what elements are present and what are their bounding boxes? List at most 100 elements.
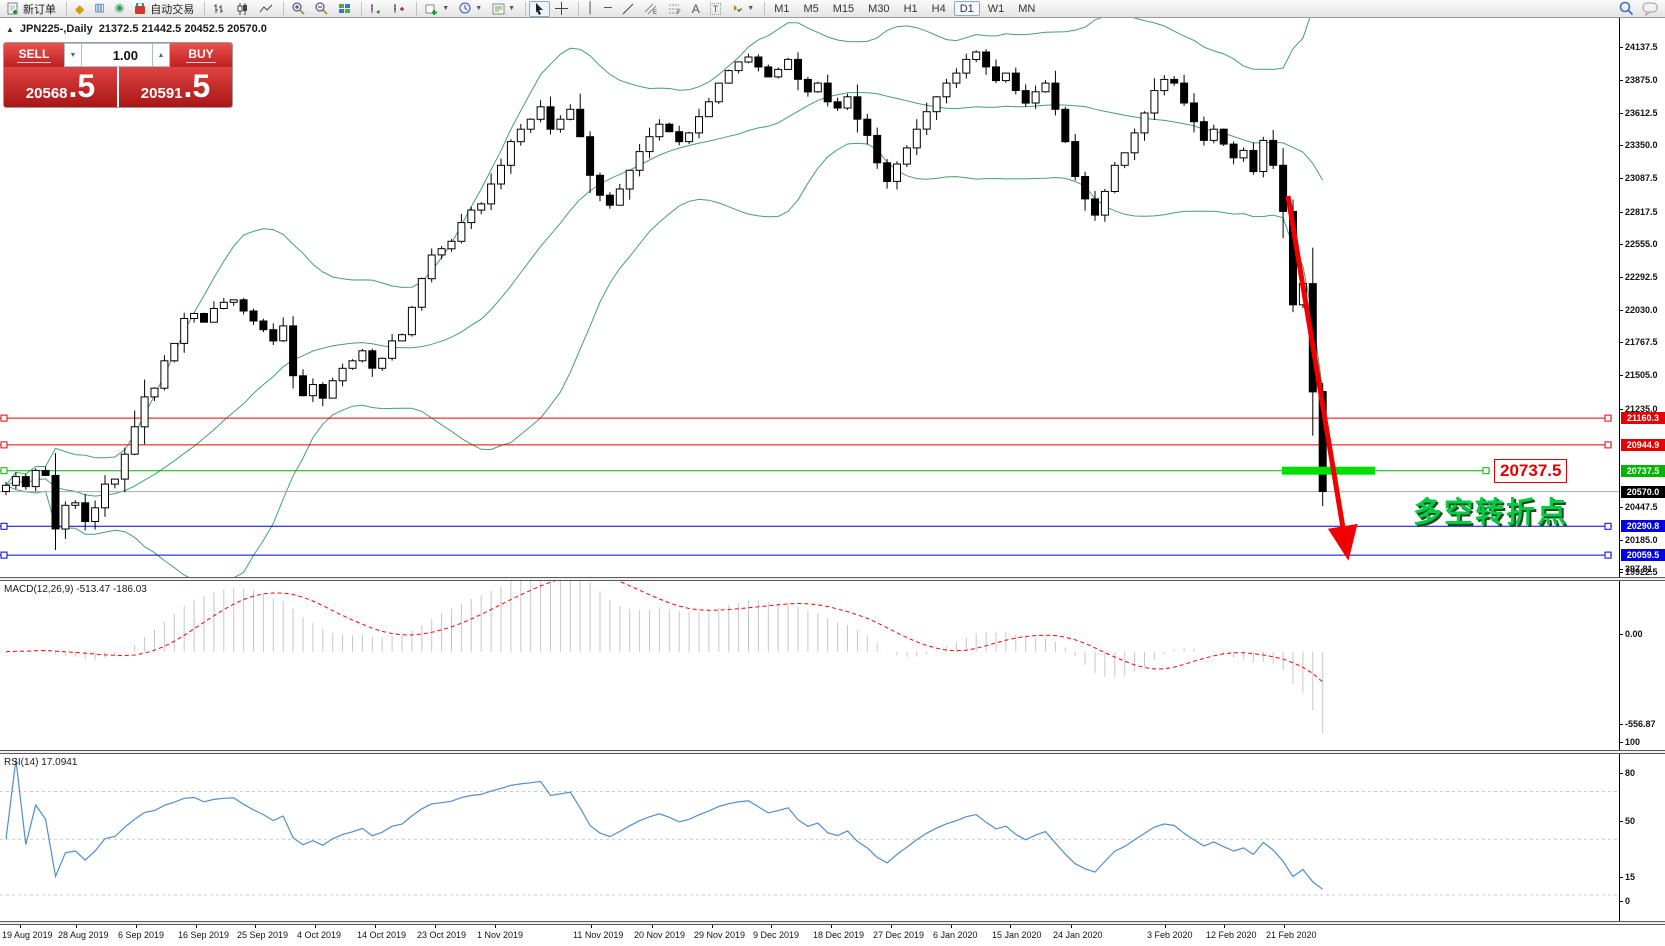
price-axis[interactable]: 24137.5 23875.0 23612.5 23350.0 23087.5 22817… (1619, 18, 1665, 925)
line-handle[interactable] (1604, 441, 1612, 449)
arrange-charts-button[interactable] (365, 1, 388, 17)
line-handle[interactable] (0, 467, 8, 475)
templates-icon (492, 3, 505, 14)
price-tag-20737.5: 20737.5 (1621, 464, 1665, 477)
line-handle[interactable] (1604, 522, 1612, 530)
line-handle[interactable] (0, 522, 8, 530)
line-handle[interactable] (0, 414, 8, 422)
timeframe-d1[interactable]: D1 (953, 1, 980, 16)
macd-header: MACD(12,26,9) -513.47 -186.03 (4, 584, 147, 595)
chart-candles-button[interactable] (231, 1, 254, 17)
crosshair-button[interactable] (550, 1, 573, 17)
time-tick (196, 925, 197, 928)
time-label: 14 Oct 2019 (357, 930, 407, 940)
turning-point-annotation[interactable]: 多空转折点 (1413, 497, 1569, 529)
rsi-pane[interactable] (0, 754, 1619, 921)
market-watch-button[interactable]: ◆ (70, 1, 89, 17)
trendline-icon (622, 3, 634, 14)
chart-line-button[interactable] (254, 1, 278, 17)
vertical-line-button[interactable]: │ (582, 1, 599, 17)
price-annotation-box[interactable]: 20737.5 (1494, 459, 1568, 483)
macd-pane[interactable] (0, 581, 1619, 750)
time-label: 27 Dec 2019 (873, 930, 925, 940)
channel-button[interactable]: E (639, 1, 663, 17)
zoom-in-button[interactable] (287, 1, 310, 17)
volume-down-button[interactable]: ▼ (64, 43, 82, 67)
navigator-button[interactable]: ◉ (110, 1, 130, 17)
line-handle[interactable] (1604, 551, 1612, 559)
crosshair-icon (555, 2, 569, 15)
time-axis[interactable]: 19 Aug 2019 28 Aug 2019 6 Sep 2019 16 Sep 2… (0, 925, 1665, 946)
timeframe-mn[interactable]: MN (1018, 3, 1036, 15)
line-handle[interactable] (0, 551, 8, 559)
horizontal-line-button[interactable]: ─ (599, 1, 617, 17)
search-icon[interactable] (1619, 1, 1634, 16)
arrange-charts-icon (371, 3, 381, 14)
chart-bars-button[interactable] (208, 1, 231, 17)
navigator-icon: ◉ (114, 2, 125, 14)
timeframe-h4[interactable]: H4 (931, 3, 946, 15)
time-tick (315, 925, 316, 928)
chart-area[interactable]: ▲ JPN225-,Daily 21372.5 21442.5 20452.5 … (0, 18, 1665, 946)
time-tick (831, 925, 832, 928)
timeframe-m30[interactable]: M30 (868, 3, 890, 15)
text-label-button[interactable]: T (705, 1, 727, 17)
pane-splitter (0, 921, 1665, 925)
pane-splitter[interactable] (0, 750, 1665, 754)
trend-arrow[interactable] (1285, 195, 1358, 561)
rsi-header: RSI(14) 17.0941 (4, 757, 78, 768)
collapse-one-click-icon[interactable]: ▲ (6, 24, 14, 34)
volume-up-button[interactable]: ▲ (152, 43, 170, 67)
indicators-button[interactable]: ▼ (420, 1, 454, 17)
periods-button[interactable]: ▼ (454, 1, 487, 17)
tile-windows-button[interactable] (333, 1, 356, 17)
trendline-button[interactable] (617, 1, 639, 17)
time-label: 12 Feb 2020 (1206, 930, 1257, 940)
templates-button[interactable]: ▼ (487, 1, 520, 17)
arrows-button[interactable]: ▼ (726, 1, 759, 17)
price-tick-22555.0: 22555.0 (1620, 239, 1658, 250)
time-label: 23 Oct 2019 (417, 930, 467, 940)
volume-input[interactable]: 1.00 (82, 43, 152, 67)
autotrading-button[interactable]: 自动交易 (129, 1, 199, 17)
sell-button[interactable]: SELL (4, 43, 64, 67)
horizontal-line-objects[interactable] (0, 414, 1619, 559)
line-handle[interactable] (0, 441, 8, 449)
timeframe-m15[interactable]: M15 (832, 3, 855, 15)
line-handle[interactable] (1482, 467, 1490, 475)
time-label: 1 Nov 2019 (477, 930, 524, 940)
sell-price-button[interactable]: 20568 .5 (4, 67, 117, 107)
zoom-out-button[interactable] (310, 1, 333, 17)
macd-histogram (15, 581, 1324, 734)
cascade-charts-icon (394, 3, 405, 13)
time-tick (1284, 925, 1285, 928)
time-label: 25 Sep 2019 (237, 930, 289, 940)
buy-price-button[interactable]: 20591 .5 (119, 67, 232, 107)
pane-splitter[interactable] (0, 577, 1665, 581)
data-window-button[interactable]: ▥ (89, 1, 109, 17)
main-price-pane[interactable] (0, 18, 1619, 577)
separator (199, 1, 206, 16)
time-tick (136, 925, 137, 928)
time-tick (1224, 925, 1225, 928)
cursor-button[interactable] (529, 0, 551, 17)
text-label-icon: T (709, 2, 722, 15)
timeframe-m5[interactable]: M5 (803, 3, 819, 15)
thick-trend-segment[interactable] (1282, 466, 1375, 475)
chevron-down-icon: ▼ (508, 5, 516, 12)
time-tick (375, 925, 376, 928)
time-tick (891, 925, 892, 928)
line-handle[interactable] (1604, 414, 1612, 422)
chat-icon[interactable] (1642, 2, 1659, 16)
rsi-axis-0: 0 (1619, 895, 1631, 906)
cascade-charts-button[interactable] (388, 1, 411, 17)
buy-button[interactable]: BUY (170, 43, 232, 67)
time-tick (1010, 925, 1011, 928)
new-order-button[interactable]: 新订单 (2, 1, 61, 17)
timeframe-m1[interactable]: M1 (774, 3, 790, 15)
timeframe-w1[interactable]: W1 (987, 3, 1005, 15)
text-button[interactable]: A (687, 1, 705, 17)
fibonacci-button[interactable]: F (663, 1, 687, 17)
timeframe-h1[interactable]: H1 (903, 3, 918, 15)
